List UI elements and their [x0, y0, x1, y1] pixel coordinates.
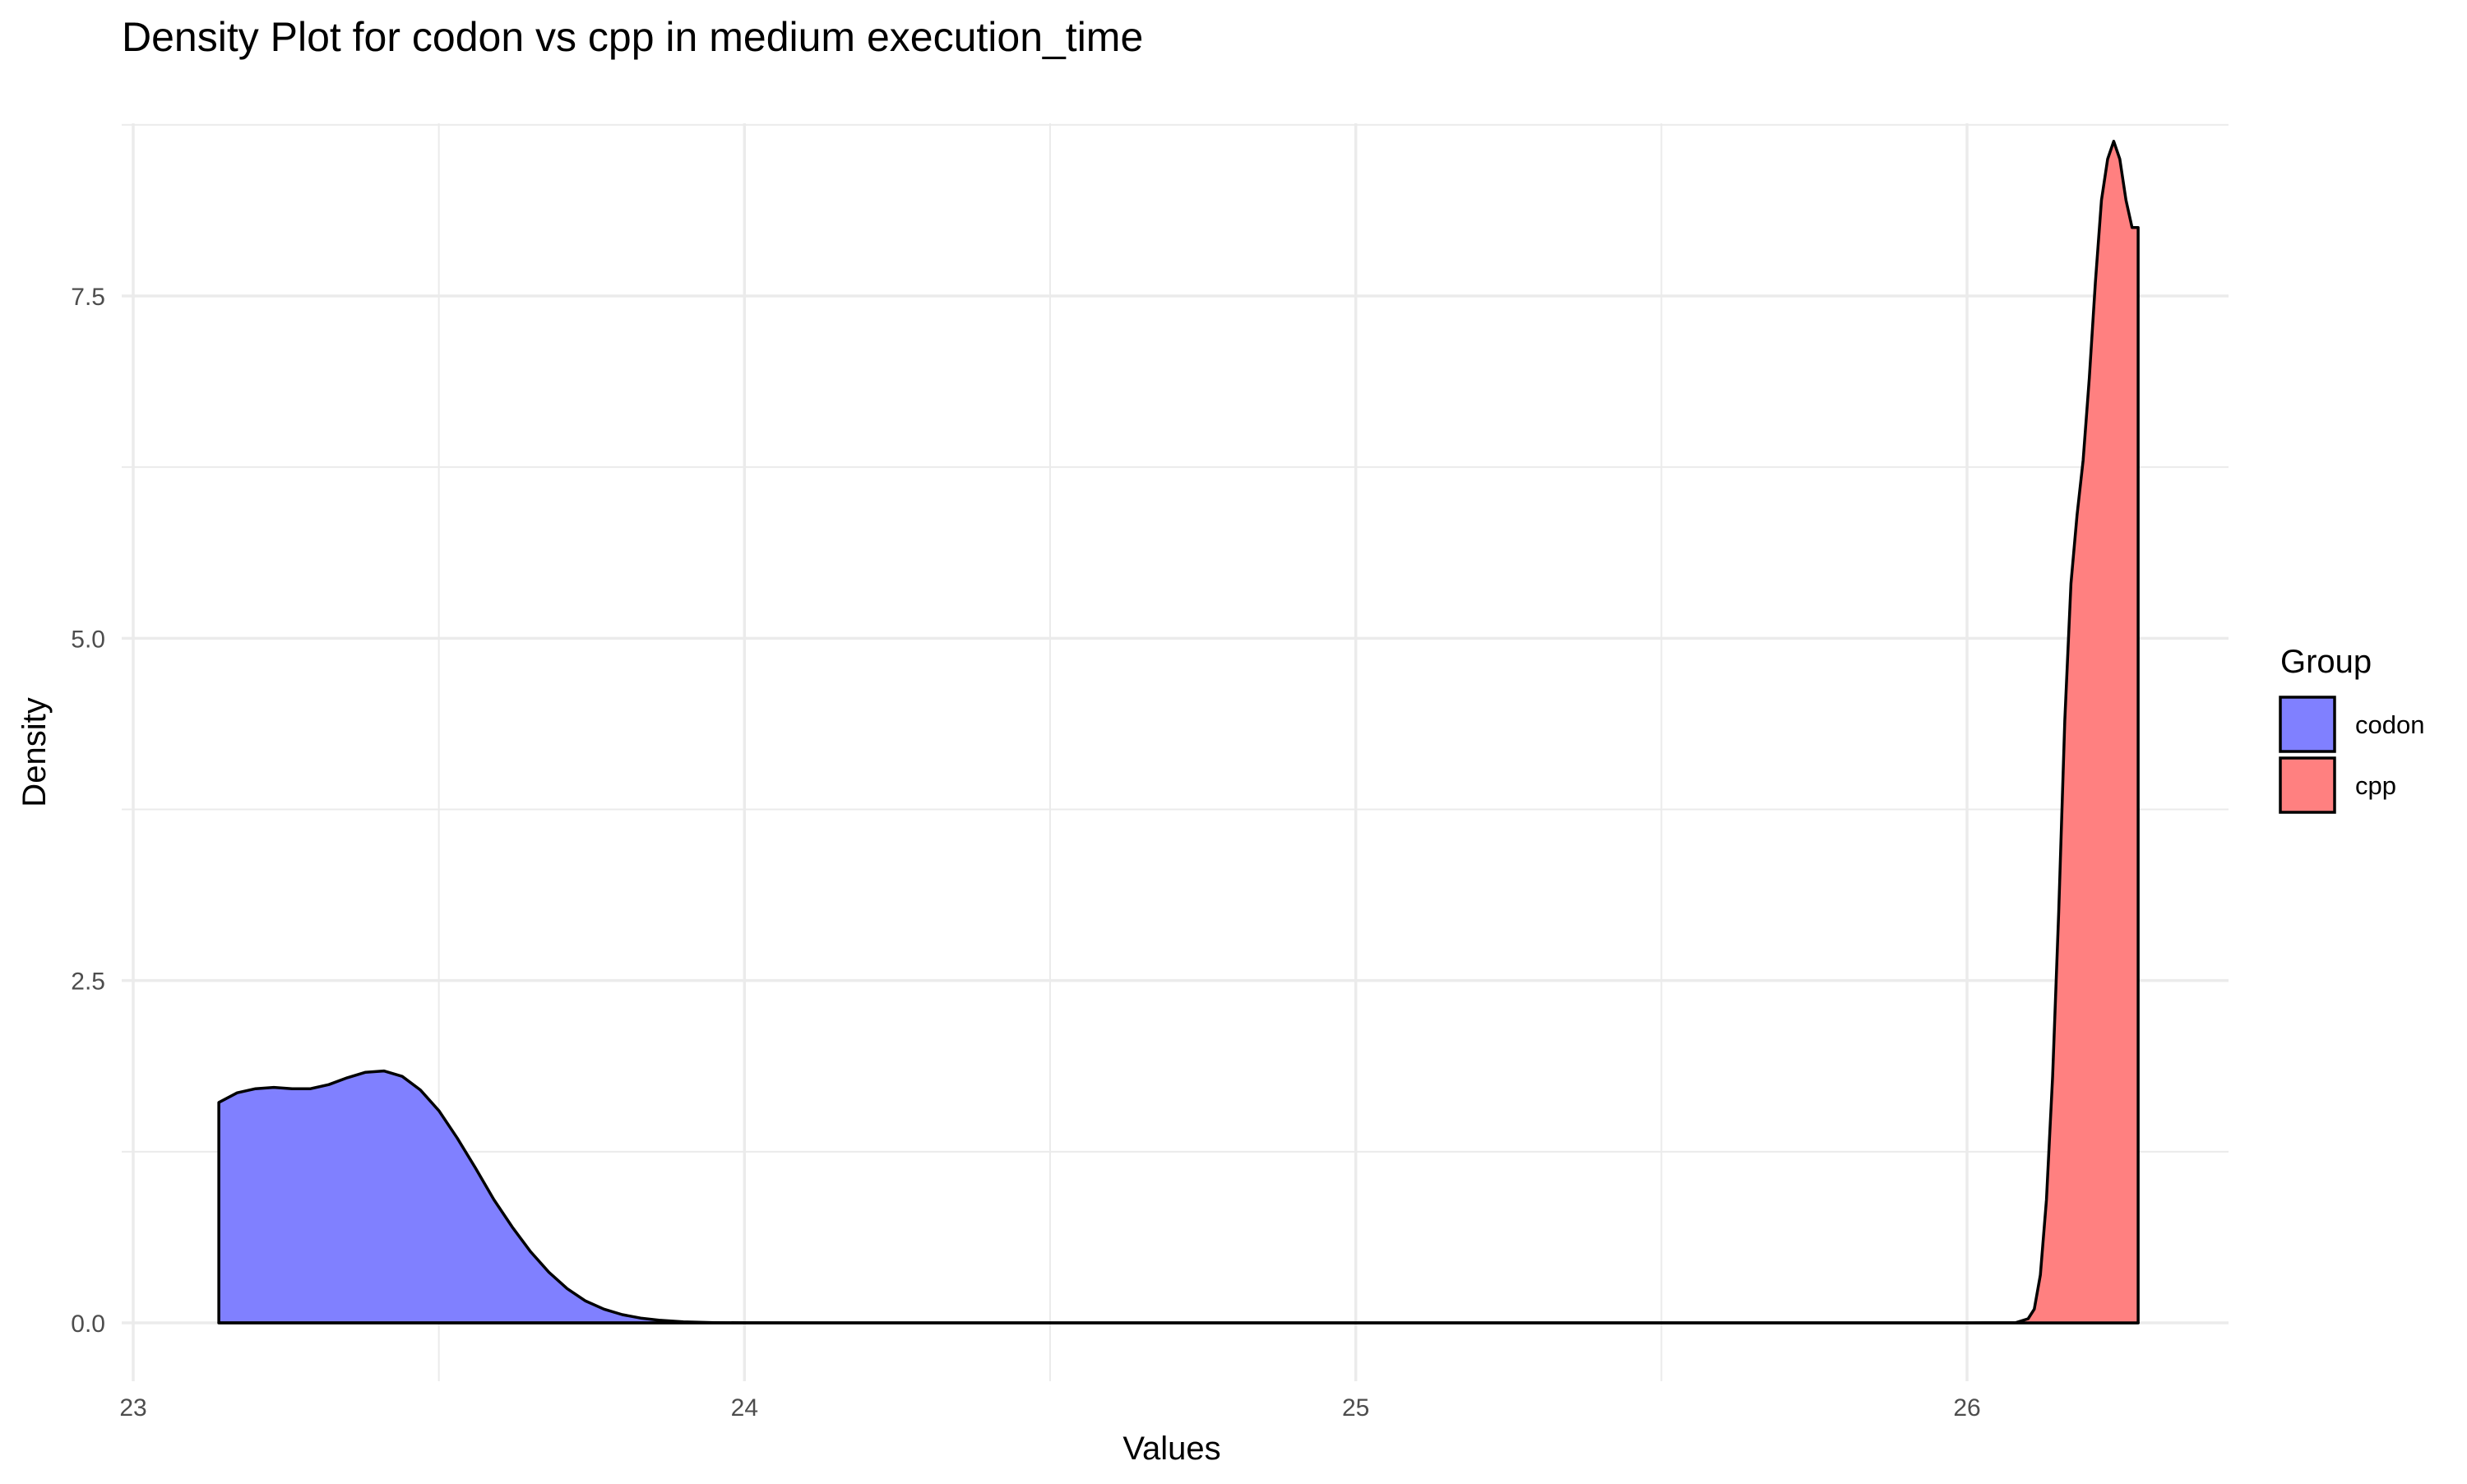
y-tick-label: 5.0 [71, 626, 105, 653]
density-area-cpp [217, 140, 2140, 1325]
x-axis-ticks: 23 24 25 26 [119, 1394, 1980, 1422]
density-area-codon [217, 1069, 2140, 1325]
y-tick-label: 2.5 [71, 969, 105, 996]
legend-swatch-codon [2279, 696, 2336, 753]
x-tick-label: 24 [731, 1394, 758, 1422]
legend: Group codon cpp [2279, 644, 2424, 814]
y-axis-ticks: 0.0 2.5 5.0 7.5 [71, 284, 105, 1338]
legend-title: Group [2280, 644, 2372, 680]
legend-item-cpp: cpp [2279, 756, 2396, 814]
legend-swatch-cpp [2279, 756, 2336, 814]
y-tick-label: 7.5 [71, 284, 105, 311]
x-tick-label: 25 [1342, 1394, 1369, 1422]
x-tick-label: 26 [1953, 1394, 1980, 1422]
y-axis-title: Density [16, 697, 53, 807]
x-tick-label: 23 [119, 1394, 146, 1422]
x-axis-title: Values [1122, 1431, 1220, 1467]
series-layer [217, 140, 2140, 1325]
legend-label-cpp: cpp [2355, 771, 2396, 800]
legend-item-codon: codon [2279, 696, 2424, 753]
chart-title: Density Plot for codon vs cpp in medium … [122, 14, 1143, 60]
legend-label-codon: codon [2355, 710, 2424, 739]
y-tick-label: 0.0 [71, 1311, 105, 1338]
